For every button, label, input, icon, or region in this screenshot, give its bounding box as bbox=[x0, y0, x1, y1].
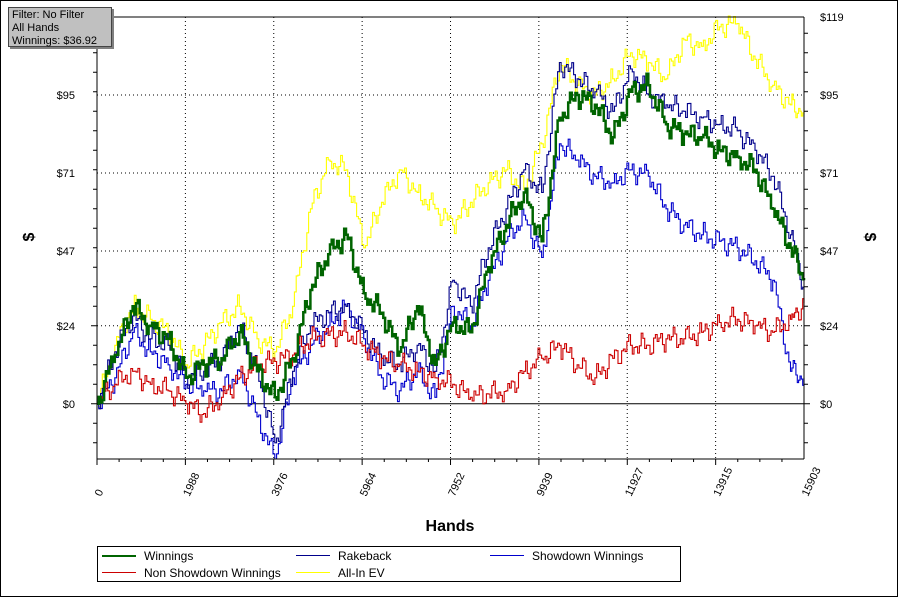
y-tick-label-right: $24 bbox=[820, 321, 838, 333]
legend-label: Non Showdown Winnings bbox=[144, 566, 281, 580]
x-tick-label: 7952 bbox=[446, 471, 467, 498]
series-line-rakeback bbox=[97, 61, 805, 444]
legend-swatch-winnings bbox=[102, 555, 136, 557]
y-tick-label-left: $24 bbox=[57, 321, 75, 333]
x-tick-label: 9939 bbox=[535, 471, 556, 498]
grid-lines bbox=[97, 16, 805, 459]
legend-label: Winnings bbox=[144, 549, 194, 563]
y-tick-label-right: $119 bbox=[820, 12, 844, 24]
y-axis-title-right: $ bbox=[861, 233, 878, 242]
y-tick-label-left: $95 bbox=[57, 90, 75, 102]
legend-label: Rakeback bbox=[338, 549, 392, 563]
y-axis-title-left: $ bbox=[21, 232, 38, 241]
x-tick-label: 5964 bbox=[358, 471, 379, 498]
winnings-line: Winnings: $36.92 bbox=[12, 35, 97, 47]
y-tick-label-left: $71 bbox=[57, 168, 75, 180]
x-tick-label: 15903 bbox=[800, 465, 824, 498]
series-group bbox=[97, 15, 806, 460]
filter-info-box: Filter: No Filter All Hands Winnings: $3… bbox=[8, 7, 112, 47]
x-tick-label: 11927 bbox=[623, 466, 646, 498]
series-line-winnings bbox=[97, 72, 806, 406]
series-line-non-showdown-winnings bbox=[97, 298, 805, 423]
legend-swatch-showdown bbox=[490, 555, 524, 556]
legend: Winnings Rakeback Showdown Winnings Non … bbox=[97, 546, 681, 582]
y-tick-label-right: $95 bbox=[820, 90, 838, 102]
series-line-all-in-ev bbox=[97, 15, 805, 408]
legend-label: Showdown Winnings bbox=[532, 549, 644, 563]
axes bbox=[91, 16, 810, 465]
y-tick-label-right: $71 bbox=[820, 168, 838, 180]
y-tick-label-left: $47 bbox=[57, 246, 75, 258]
legend-swatch-rakeback bbox=[296, 555, 330, 556]
x-tick-label: 1988 bbox=[181, 471, 202, 498]
legend-swatch-all-in-ev bbox=[296, 572, 330, 573]
y-tick-label-right: $47 bbox=[820, 246, 838, 258]
x-axis-title: Hands bbox=[426, 518, 475, 535]
x-tick-label: 0 bbox=[93, 488, 106, 499]
y-tick-label-left: $0 bbox=[63, 399, 75, 411]
series-line-showdown-winnings bbox=[97, 138, 805, 460]
filter-line: Filter: No Filter bbox=[12, 9, 85, 21]
legend-swatch-non-showdown bbox=[102, 572, 136, 573]
legend-label: All-In EV bbox=[338, 566, 385, 580]
hands-line: All Hands bbox=[12, 22, 60, 34]
x-tick-label: 3976 bbox=[270, 471, 291, 498]
y-tick-label-right: $0 bbox=[820, 399, 832, 411]
x-tick-label: 13915 bbox=[711, 465, 735, 498]
